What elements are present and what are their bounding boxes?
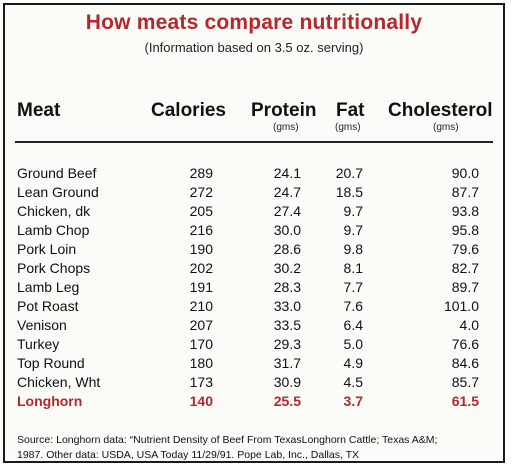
cell-calories: 210 xyxy=(189,298,213,314)
cell-calories: 289 xyxy=(189,165,213,181)
cell-meat: Top Round xyxy=(17,355,85,371)
cell-protein: 28.3 xyxy=(273,279,301,295)
cell-protein: 33.0 xyxy=(273,298,301,314)
table-row: Pork Chops 202 30.2 8.1 82.7 xyxy=(5,260,503,279)
table-row: Ground Beef 289 24.1 20.7 90.0 xyxy=(5,165,503,184)
page-subtitle: (Information based on 3.5 oz. serving) xyxy=(144,40,364,55)
column-header-meat: Meat xyxy=(17,100,61,121)
cell-cholesterol: 79.6 xyxy=(451,241,479,257)
cell-protein: 30.2 xyxy=(273,260,301,276)
cell-calories: 216 xyxy=(189,222,213,238)
cell-fat: 7.7 xyxy=(343,279,363,295)
cell-calories: 205 xyxy=(189,203,213,219)
column-unit-fat: (gms) xyxy=(335,122,361,133)
cell-calories: 191 xyxy=(189,279,213,295)
cell-meat: Chicken, Wht xyxy=(17,374,101,390)
source-note-line: 1987. Other data: USDA, USA Today 11/29/… xyxy=(17,449,360,461)
cell-fat: 9.8 xyxy=(343,241,363,257)
cell-protein: 28.6 xyxy=(273,241,301,257)
column-header-fat: Fat xyxy=(336,100,365,121)
cell-calories: 207 xyxy=(189,317,213,333)
table-row: Chicken, dk 205 27.4 9.7 93.8 xyxy=(5,203,503,222)
cell-cholesterol: 82.7 xyxy=(451,260,479,276)
table-row: Lamb Chop 216 30.0 9.7 95.8 xyxy=(5,222,503,241)
cell-fat: 18.5 xyxy=(335,184,363,200)
cell-meat: Longhorn xyxy=(17,393,83,409)
cell-meat: Turkey xyxy=(17,336,60,352)
cell-protein: 30.0 xyxy=(273,222,301,238)
cell-meat: Ground Beef xyxy=(17,165,97,181)
cell-cholesterol: 85.7 xyxy=(451,374,479,390)
header-divider xyxy=(15,141,493,143)
cell-calories: 173 xyxy=(189,374,213,390)
table-row: Turkey 170 29.3 5.0 76.6 xyxy=(5,336,503,355)
cell-cholesterol: 61.5 xyxy=(451,393,479,409)
page-title: How meats compare nutritionally xyxy=(85,11,423,34)
cell-protein: 24.7 xyxy=(273,184,301,200)
cell-calories: 272 xyxy=(189,184,213,200)
cell-protein: 27.4 xyxy=(273,203,301,219)
cell-meat: Lean Ground xyxy=(17,184,99,200)
table-row: Lamb Leg 191 28.3 7.7 89.7 xyxy=(5,279,503,298)
column-header-cholesterol: Cholesterol xyxy=(388,100,493,121)
cell-protein: 30.9 xyxy=(273,374,301,390)
cell-meat: Lamb Chop xyxy=(17,222,90,238)
table-card: How meats compare nutritionally (Informa… xyxy=(3,3,505,463)
cell-protein: 25.5 xyxy=(273,393,301,409)
column-unit-cholesterol: (gms) xyxy=(433,122,459,133)
table-row: Pot Roast 210 33.0 7.6 101.0 xyxy=(5,298,503,317)
cell-cholesterol: 84.6 xyxy=(451,355,479,371)
column-header-protein: Protein xyxy=(251,100,317,121)
cell-fat: 8.1 xyxy=(343,260,363,276)
cell-meat: Venison xyxy=(17,317,67,333)
cell-meat: Pot Roast xyxy=(17,298,79,314)
table-row: Venison 207 33.5 6.4 4.0 xyxy=(5,317,503,336)
cell-cholesterol: 4.0 xyxy=(459,317,479,333)
source-note: Source: Longhorn data: “Nutrient Density… xyxy=(17,433,493,463)
cell-protein: 33.5 xyxy=(273,317,301,333)
cell-protein: 31.7 xyxy=(273,355,301,371)
cell-cholesterol: 90.0 xyxy=(451,165,479,181)
cell-calories: 170 xyxy=(189,336,213,352)
cell-cholesterol: 95.8 xyxy=(451,222,479,238)
column-header-calories: Calories xyxy=(151,100,226,121)
cell-meat: Chicken, dk xyxy=(17,203,91,219)
cell-calories: 140 xyxy=(189,393,213,409)
source-note-line: Source: Longhorn data: “Nutrient Density… xyxy=(17,434,438,446)
cell-protein: 24.1 xyxy=(273,165,301,181)
cell-cholesterol: 101.0 xyxy=(443,298,479,314)
table-row: Top Round 180 31.7 4.9 84.6 xyxy=(5,355,503,374)
cell-fat: 7.6 xyxy=(343,298,363,314)
table-row: Lean Ground 272 24.7 18.5 87.7 xyxy=(5,184,503,203)
cell-fat: 5.0 xyxy=(343,336,363,352)
cell-cholesterol: 87.7 xyxy=(451,184,479,200)
cell-cholesterol: 89.7 xyxy=(451,279,479,295)
table-row: Chicken, Wht 173 30.9 4.5 85.7 xyxy=(5,374,503,393)
cell-calories: 180 xyxy=(189,355,213,371)
cell-meat: Pork Loin xyxy=(17,241,77,257)
cell-fat: 20.7 xyxy=(335,165,363,181)
table-row: Pork Loin 190 28.6 9.8 79.6 xyxy=(5,241,503,260)
table-row: Longhorn 140 25.5 3.7 61.5 xyxy=(5,393,503,412)
cell-calories: 202 xyxy=(189,260,213,276)
cell-fat: 3.7 xyxy=(343,393,363,409)
cell-protein: 29.3 xyxy=(273,336,301,352)
cell-meat: Lamb Leg xyxy=(17,279,80,295)
cell-fat: 4.5 xyxy=(343,374,363,390)
cell-fat: 4.9 xyxy=(343,355,363,371)
cell-fat: 6.4 xyxy=(343,317,363,333)
cell-cholesterol: 93.8 xyxy=(451,203,479,219)
cell-meat: Pork Chops xyxy=(17,260,91,276)
cell-fat: 9.7 xyxy=(343,222,363,238)
column-unit-protein: (gms) xyxy=(273,122,299,133)
cell-calories: 190 xyxy=(189,241,213,257)
cell-fat: 9.7 xyxy=(343,203,363,219)
cell-cholesterol: 76.6 xyxy=(451,336,479,352)
